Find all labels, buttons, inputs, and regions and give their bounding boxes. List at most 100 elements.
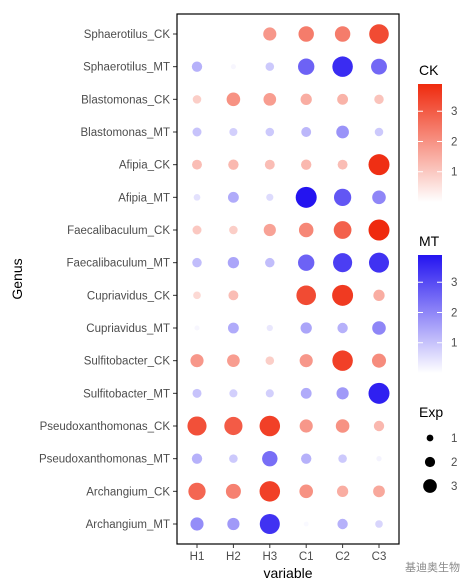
- data-point: [229, 389, 238, 398]
- data-point: [192, 159, 202, 170]
- y-axis: Sphaerotilus_CK Sphaerotilus_MT Blastomona…: [39, 29, 177, 531]
- data-point: [194, 325, 200, 331]
- data-point: [226, 92, 241, 107]
- data-point: [229, 127, 238, 137]
- data-point: [368, 219, 390, 241]
- legend-mt: MT 1 2 3: [418, 233, 457, 373]
- data-point: [335, 419, 350, 433]
- y-tick-label: Cupriavidus_CK: [87, 290, 170, 302]
- data-point: [301, 453, 312, 464]
- watermark: 基迪奥生物: [405, 561, 460, 574]
- y-tick-label: Sulfitobacter_MT: [83, 388, 170, 400]
- legend-tick-label: 2: [451, 136, 457, 148]
- data-point: [190, 517, 204, 531]
- data-point: [333, 221, 352, 239]
- legend-exp-title: Exp: [419, 404, 443, 420]
- data-point: [337, 93, 349, 105]
- data-point: [301, 159, 312, 170]
- y-tick-label: Blastomonas_CK: [81, 94, 170, 106]
- data-point: [262, 450, 278, 467]
- y-tick-label: Afipia_CK: [119, 160, 170, 172]
- legend-ck: CK 1 2 3: [418, 62, 457, 202]
- data-point: [227, 354, 240, 368]
- data-point: [224, 416, 243, 436]
- data-point: [193, 193, 201, 201]
- x-tick-label: H3: [262, 551, 277, 563]
- x-tick-label: H2: [226, 551, 241, 563]
- data-point: [229, 225, 238, 235]
- data-point: [192, 127, 202, 137]
- data-point: [336, 387, 349, 400]
- legend-tick-label: 2: [451, 307, 457, 319]
- data-point: [332, 350, 353, 371]
- x-axis: H1 H2 H3 C1 C2 C3: [190, 544, 387, 563]
- data-point: [265, 127, 275, 137]
- x-tick-label: C3: [372, 551, 387, 563]
- x-tick-label: C2: [335, 551, 350, 563]
- data-point: [376, 456, 382, 462]
- data-point: [265, 389, 274, 398]
- data-point: [298, 58, 315, 75]
- data-point: [300, 93, 312, 105]
- data-point: [372, 190, 386, 205]
- legend-size-point: [423, 479, 437, 493]
- data-point: [187, 416, 207, 436]
- data-point: [372, 321, 386, 335]
- data-point: [265, 356, 275, 365]
- data-point: [259, 415, 281, 437]
- data-point: [336, 485, 349, 497]
- y-tick-label: Pseudoxanthomonas_CK: [40, 421, 171, 433]
- data-point: [338, 454, 347, 463]
- data-point: [368, 252, 390, 273]
- y-tick-label: Archangium_MT: [86, 519, 170, 531]
- data-point: [263, 92, 277, 106]
- data-point: [299, 354, 313, 368]
- data-point: [373, 485, 385, 498]
- y-tick-label: Sphaerotilus_MT: [83, 62, 170, 74]
- data-point: [192, 257, 202, 268]
- legend-size-label: 3: [451, 481, 457, 493]
- data-point: [373, 289, 385, 301]
- data-point: [227, 322, 239, 334]
- legend-tick-label: 1: [451, 338, 457, 350]
- x-tick-label: H1: [190, 551, 205, 563]
- y-tick-label: Sphaerotilus_CK: [84, 29, 171, 41]
- legend-ck-colorbar: [418, 84, 442, 202]
- data-point: [336, 125, 349, 139]
- data-point: [337, 159, 348, 170]
- data-point: [301, 127, 312, 137]
- data-point: [373, 420, 385, 432]
- data-point: [332, 284, 354, 306]
- data-point: [371, 353, 387, 368]
- data-point: [299, 484, 314, 499]
- legend-size-label: 2: [451, 457, 457, 469]
- data-point: [298, 254, 315, 271]
- data-point: [263, 223, 276, 237]
- data-points: [187, 24, 390, 535]
- legend-size-point: [424, 456, 436, 468]
- data-point: [265, 62, 275, 71]
- data-point: [193, 291, 201, 300]
- y-axis-title: Genus: [9, 258, 25, 299]
- data-point: [374, 94, 384, 105]
- y-tick-label: Afipia_MT: [118, 192, 170, 204]
- legend-size-point: [426, 434, 434, 442]
- y-tick-label: Blastomonas_MT: [81, 127, 170, 139]
- plot-panel: [176, 13, 400, 545]
- data-point: [225, 483, 241, 499]
- data-point: [265, 257, 275, 268]
- legend-tick-label: 3: [451, 277, 457, 289]
- y-tick-label: Sulfitobacter_CK: [84, 356, 171, 368]
- data-point: [303, 521, 309, 527]
- data-point: [227, 517, 240, 531]
- data-point: [298, 26, 314, 42]
- y-tick-label: Pseudoxanthomonas_MT: [39, 454, 170, 466]
- legend-mt-colorbar: [418, 255, 442, 373]
- legend-tick-label: 3: [451, 106, 457, 118]
- data-point: [374, 127, 384, 137]
- data-point: [228, 159, 239, 170]
- legend-exp: Exp 1 2 3: [419, 404, 457, 493]
- data-point: [227, 191, 239, 203]
- data-point: [337, 322, 348, 334]
- data-point: [190, 354, 204, 368]
